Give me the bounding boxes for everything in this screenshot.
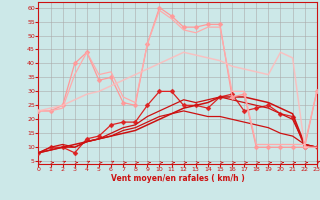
X-axis label: Vent moyen/en rafales ( km/h ): Vent moyen/en rafales ( km/h ): [111, 174, 244, 183]
